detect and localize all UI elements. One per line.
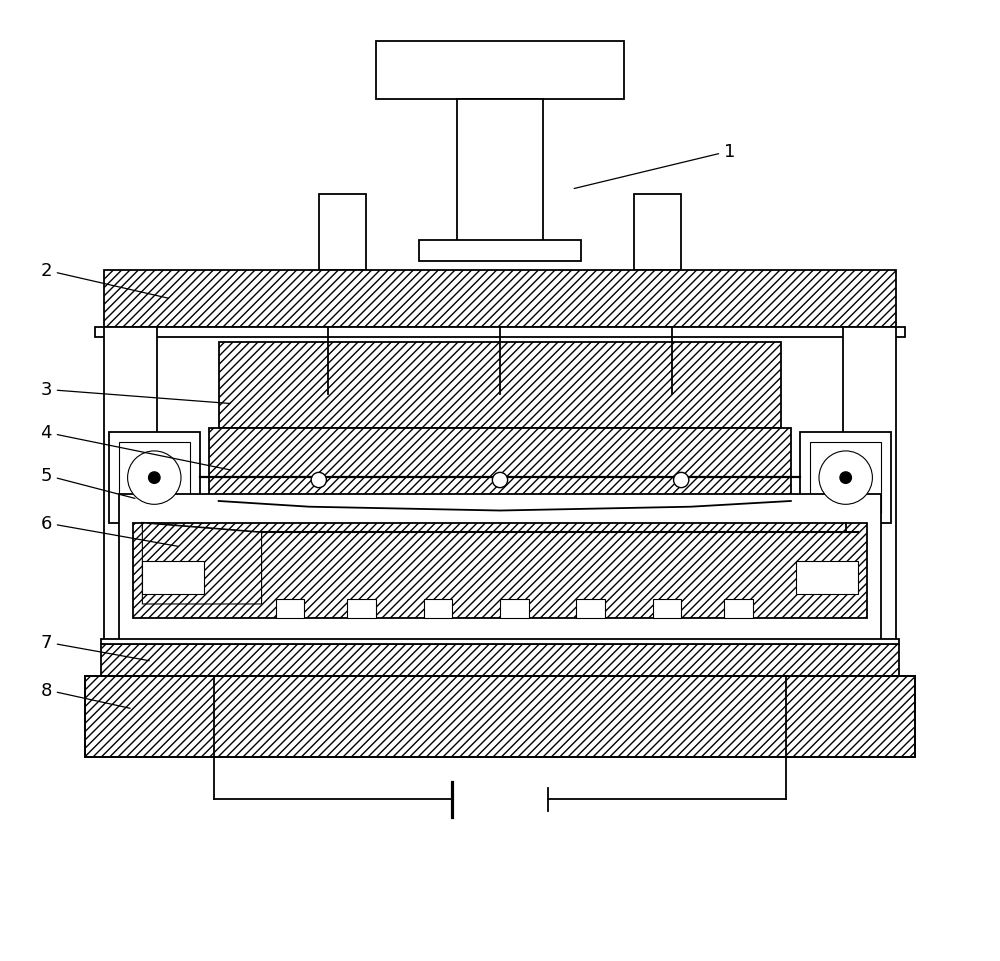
Bar xyxy=(653,432,700,447)
Bar xyxy=(796,561,858,595)
Bar xyxy=(142,561,204,595)
Circle shape xyxy=(819,452,872,505)
Bar xyxy=(104,328,157,661)
Circle shape xyxy=(311,473,326,488)
Circle shape xyxy=(492,473,508,488)
Bar xyxy=(634,195,681,271)
Bar xyxy=(119,442,190,514)
Text: 7: 7 xyxy=(40,633,149,661)
Text: 5: 5 xyxy=(40,467,135,499)
Bar xyxy=(424,600,452,619)
Bar xyxy=(101,645,899,676)
Text: 3: 3 xyxy=(40,381,230,404)
Bar xyxy=(104,271,896,328)
Bar xyxy=(810,442,881,514)
Text: 4: 4 xyxy=(40,424,230,471)
Circle shape xyxy=(149,473,160,483)
Polygon shape xyxy=(142,524,262,604)
Circle shape xyxy=(674,473,689,488)
Bar xyxy=(376,42,624,99)
Bar xyxy=(500,600,529,619)
Bar xyxy=(266,432,314,447)
Bar xyxy=(101,640,899,645)
Bar xyxy=(119,495,881,643)
Bar xyxy=(319,195,366,271)
Bar xyxy=(800,432,891,524)
Bar xyxy=(457,432,505,447)
Bar xyxy=(448,428,514,452)
Bar xyxy=(219,342,781,428)
Text: 8: 8 xyxy=(40,681,130,708)
Text: 2: 2 xyxy=(40,262,168,299)
Bar xyxy=(347,600,376,619)
Text: 6: 6 xyxy=(40,514,178,547)
Bar xyxy=(85,676,915,756)
Circle shape xyxy=(128,452,181,505)
Bar xyxy=(95,328,905,337)
Bar xyxy=(724,600,753,619)
Text: 1: 1 xyxy=(574,143,735,189)
Bar xyxy=(576,600,605,619)
Bar xyxy=(457,99,543,252)
Bar xyxy=(276,600,304,619)
Bar xyxy=(419,240,581,261)
Bar xyxy=(133,524,867,619)
Bar xyxy=(653,600,681,619)
Bar xyxy=(257,428,324,452)
Bar xyxy=(85,676,915,756)
Bar xyxy=(643,428,710,452)
Bar xyxy=(843,328,896,661)
Bar xyxy=(109,432,200,524)
Bar xyxy=(209,428,791,500)
Circle shape xyxy=(840,473,851,483)
